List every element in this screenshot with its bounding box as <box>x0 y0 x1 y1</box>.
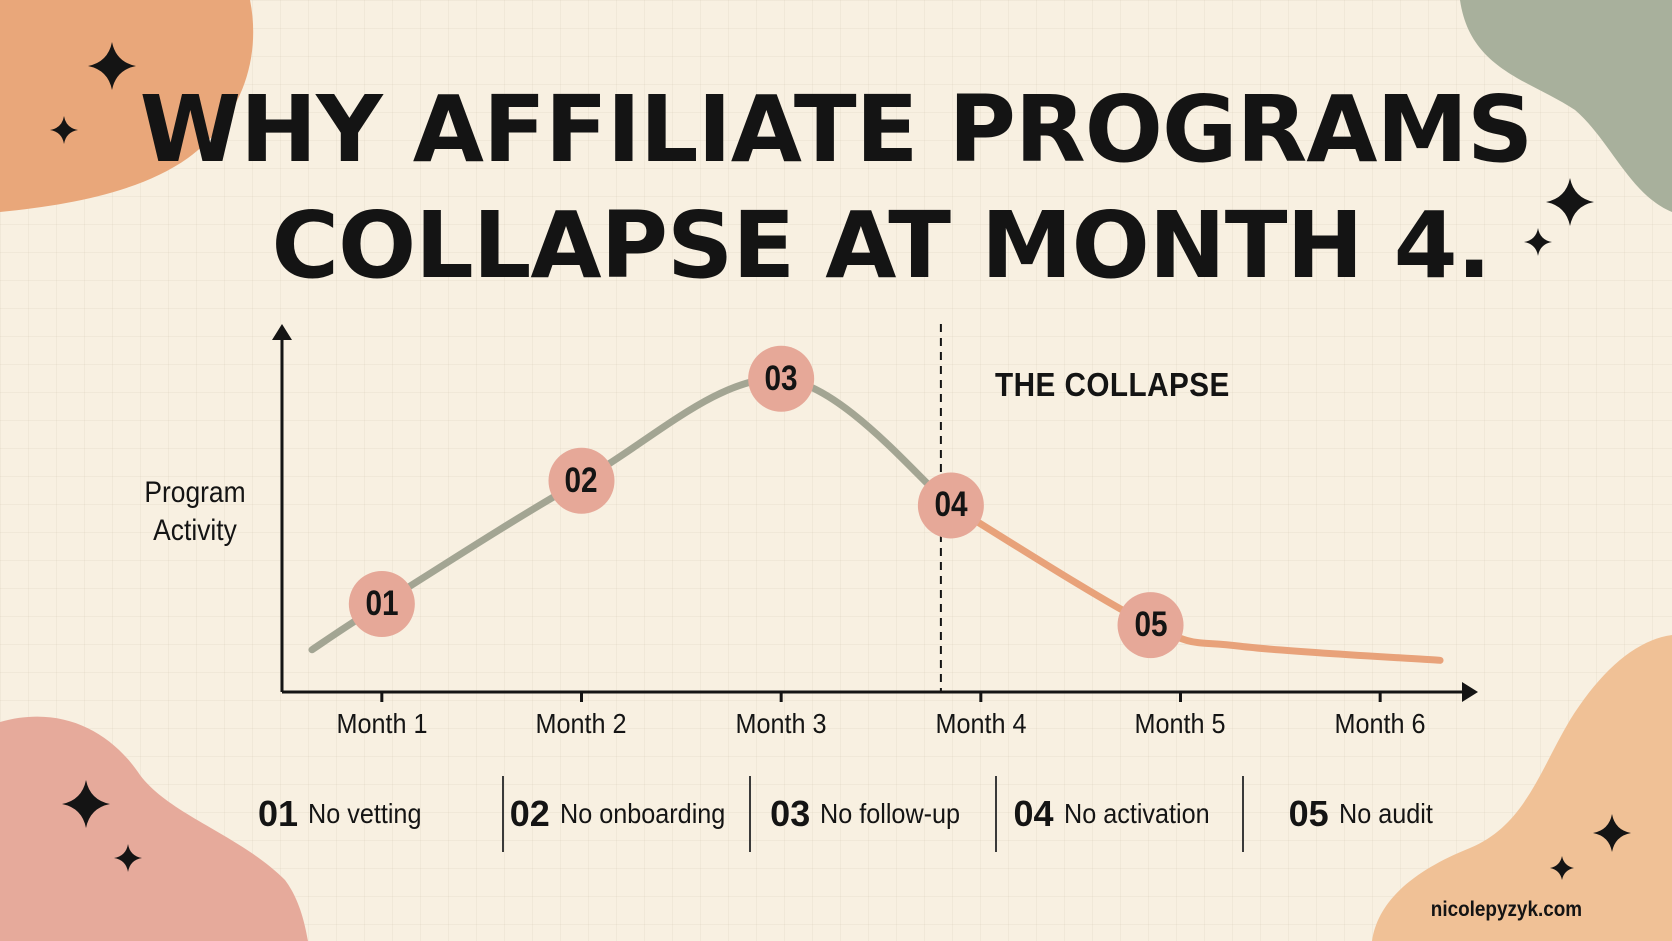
x-tick-label: Month 1 <box>336 708 428 739</box>
blob-bottom-right <box>1372 635 1672 941</box>
sparkle-icon <box>114 844 142 872</box>
reasons-legend: 01 No vetting 02 No onboarding 03 No fol… <box>258 776 1488 852</box>
x-tick-label: Month 2 <box>535 708 628 739</box>
data-points <box>348 345 1184 659</box>
x-ticks <box>380 692 1382 702</box>
blob-bottom-left <box>0 716 308 941</box>
x-axis-arrow-icon <box>1462 682 1478 702</box>
data-point-marker <box>917 472 984 539</box>
reason-item: 04 No activation <box>995 776 1241 852</box>
sparkle-icon <box>1524 228 1552 256</box>
x-tick-label: Month 5 <box>1134 708 1227 739</box>
sparkle-icon <box>62 780 110 828</box>
sparkle-icon <box>1550 856 1574 880</box>
collapse-annotation: THE COLLAPSE <box>995 366 1230 403</box>
reason-text: No onboarding <box>559 798 726 829</box>
reason-number: 05 <box>1288 793 1329 834</box>
reason-text: No activation <box>1063 798 1210 829</box>
site-credit: nicolepyzyk.com <box>1430 898 1582 921</box>
data-point-marker <box>748 345 815 412</box>
x-tick-label: Month 6 <box>1334 708 1426 739</box>
blob-top-left <box>0 0 254 212</box>
title-line-2: COLLAPSE AT MONTH 4. <box>271 192 1491 299</box>
reason-number: 01 <box>258 793 299 834</box>
reason-number: 04 <box>1013 793 1054 834</box>
y-axis-label: Program Activity <box>129 474 261 550</box>
sparkle-icon <box>1593 814 1631 852</box>
sparkle-icon <box>50 116 78 144</box>
data-point-label: 04 <box>934 485 968 525</box>
y-axis-arrow-icon <box>272 324 292 340</box>
sparkle-icon <box>1546 178 1594 226</box>
title-line-1: WHY AFFILIATE PROGRAMS <box>139 76 1534 183</box>
data-point-marker <box>548 447 615 514</box>
y-axis-label-line-2: Activity <box>153 514 237 547</box>
reason-text: No vetting <box>308 798 422 829</box>
reason-item: 01 No vetting <box>258 776 502 852</box>
sparkle-icon <box>88 42 136 90</box>
data-point-label: 03 <box>764 358 798 398</box>
reason-item: 02 No onboarding <box>502 776 748 852</box>
data-point-label: 01 <box>365 584 399 623</box>
y-axis-label-line-1: Program <box>144 476 246 509</box>
data-point-marker <box>348 571 415 637</box>
axes <box>272 324 1478 702</box>
reason-item: 05 No audit <box>1241 776 1488 852</box>
page-title: WHY AFFILIATE PROGRAMS COLLAPSE AT MONTH… <box>0 72 1672 304</box>
reason-number: 02 <box>509 793 550 834</box>
data-point-marker <box>1117 592 1184 659</box>
reason-item: 03 No follow-up <box>748 776 995 852</box>
reason-number: 03 <box>770 793 811 834</box>
x-tick-label: Month 3 <box>735 708 827 739</box>
reason-text: No follow-up <box>820 798 961 829</box>
x-tick-label: Month 4 <box>935 708 1027 739</box>
reason-text: No audit <box>1338 798 1433 829</box>
series-line-decline <box>947 501 1444 664</box>
blob-top-right <box>1460 0 1672 212</box>
data-point-label: 02 <box>564 460 599 500</box>
data-point-label: 05 <box>1133 605 1168 645</box>
